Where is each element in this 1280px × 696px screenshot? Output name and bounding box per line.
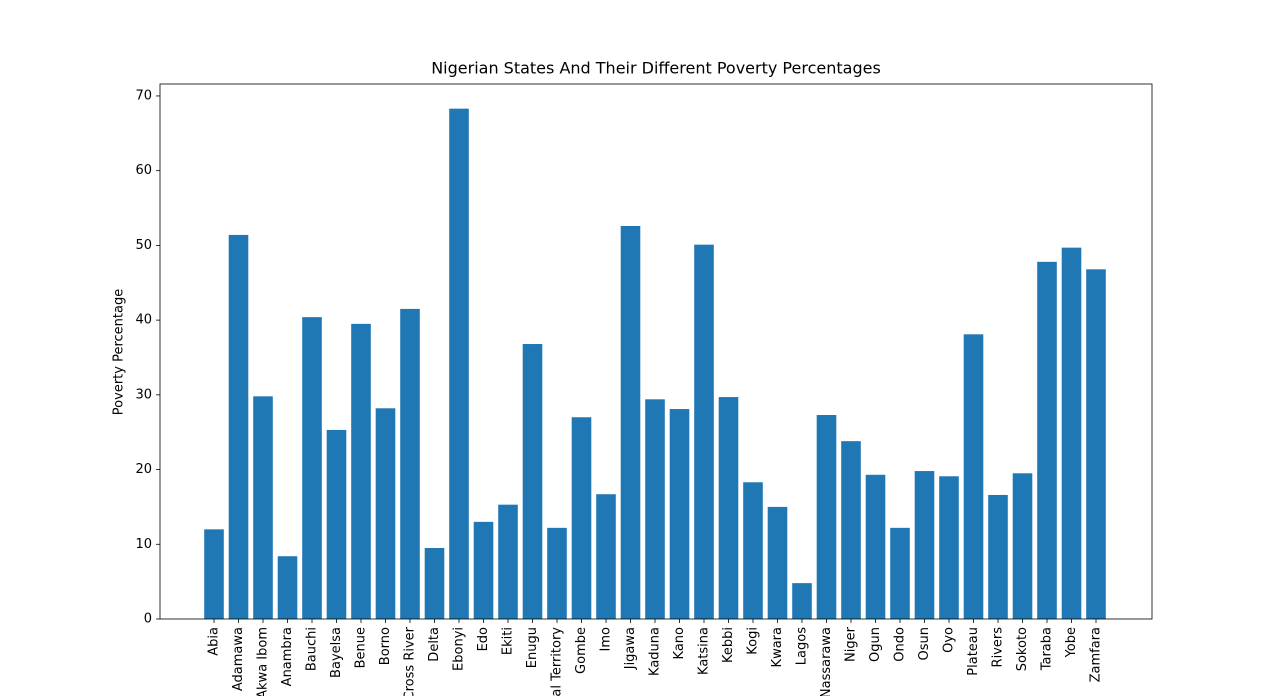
bar xyxy=(596,494,616,619)
x-tick-label: Lagos xyxy=(795,627,810,665)
x-tick-label: Niger xyxy=(844,626,859,662)
y-tick-label: 20 xyxy=(135,462,152,477)
x-tick-label: Gombe xyxy=(574,627,589,674)
bar xyxy=(914,471,935,619)
bar xyxy=(277,556,298,619)
y-axis-label: Poverty Percentage xyxy=(112,289,127,415)
bar xyxy=(351,323,371,619)
x-tick-label: Benue xyxy=(354,627,369,668)
y-tick-label: 70 xyxy=(135,88,152,103)
x-tick-label: Enugu xyxy=(525,627,540,668)
x-tick-label: Anambra xyxy=(280,627,295,686)
x-tick-label: Ekiti xyxy=(501,627,516,655)
y-tick-label: 40 xyxy=(135,313,152,328)
x-tick-label: Nassarawa xyxy=(819,627,834,696)
plot-frame xyxy=(159,83,1153,620)
x-tick-label: Taraba xyxy=(1040,627,1055,671)
x-tick-label: Edo xyxy=(476,627,491,651)
x-tick-label: Imo xyxy=(599,627,614,651)
bar xyxy=(547,527,567,619)
x-tick-label: Ebonyi xyxy=(452,627,467,671)
x-tick-label: Ondo xyxy=(893,627,908,662)
bar xyxy=(498,504,518,619)
y-tick-label: 50 xyxy=(135,238,152,253)
x-tick-label: Federal Capital Territory xyxy=(550,627,565,696)
bar xyxy=(1012,473,1033,619)
x-tick-label: Bauchi xyxy=(305,627,320,671)
y-tick-label: 30 xyxy=(135,387,152,402)
y-tick-label: 0 xyxy=(144,612,152,627)
x-tick-label: Abia xyxy=(207,627,222,656)
x-tick-label: Oyo xyxy=(942,627,957,653)
bar xyxy=(400,308,420,619)
x-tick-label: Kwara xyxy=(770,627,785,667)
bar xyxy=(792,583,812,619)
bar xyxy=(939,476,959,619)
bar xyxy=(375,408,396,619)
bar xyxy=(204,529,224,619)
x-tick-label: Delta xyxy=(427,627,442,662)
x-tick-label: Cross River xyxy=(403,626,418,696)
bar xyxy=(253,396,273,619)
x-tick-label: Rivers xyxy=(991,627,1006,668)
bar xyxy=(743,482,763,619)
bar xyxy=(620,225,641,619)
x-tick-label: Plateau xyxy=(966,627,981,676)
bar xyxy=(963,334,984,619)
x-tick-label: Zamfara xyxy=(1089,627,1104,682)
bar xyxy=(449,108,469,619)
bar xyxy=(645,399,665,619)
x-tick-label: Borno xyxy=(378,627,393,665)
x-tick-label: Bayelsa xyxy=(329,627,344,678)
x-tick-label: Kano xyxy=(672,627,687,660)
bar xyxy=(988,494,1008,619)
chart-title: Nigerian States And Their Different Pove… xyxy=(431,59,881,78)
bar xyxy=(1061,247,1082,619)
bar xyxy=(669,409,690,619)
bar xyxy=(865,474,886,619)
x-tick-label: Adamawa xyxy=(231,627,246,691)
bar xyxy=(424,548,445,619)
bar xyxy=(326,429,347,619)
x-tick-label: Kaduna xyxy=(648,627,663,676)
bar xyxy=(571,417,592,619)
bar xyxy=(718,397,739,619)
bar xyxy=(228,234,249,619)
x-tick-label: Ogun xyxy=(868,627,883,662)
x-tick-label: Osun xyxy=(917,627,932,660)
y-tick-label: 10 xyxy=(135,537,152,552)
x-tick-label: Kebbi xyxy=(721,627,736,663)
bar xyxy=(302,317,322,619)
x-tick-label: Jigawa xyxy=(623,627,638,670)
x-tick-label: Sokoto xyxy=(1015,627,1030,671)
bar xyxy=(890,527,910,619)
x-tick-label: Kogi xyxy=(746,627,761,655)
bar xyxy=(473,521,494,619)
bar xyxy=(1037,261,1057,619)
bar xyxy=(767,506,788,619)
y-tick-label: 60 xyxy=(135,163,152,178)
x-tick-label: Akwa Ibom xyxy=(256,627,271,696)
bar xyxy=(1086,269,1106,619)
x-tick-label: Katsina xyxy=(697,627,712,675)
bar xyxy=(694,244,714,619)
bar xyxy=(522,344,543,619)
bar xyxy=(816,415,837,619)
bar xyxy=(841,441,861,619)
x-tick-label: Yobe xyxy=(1064,627,1079,658)
